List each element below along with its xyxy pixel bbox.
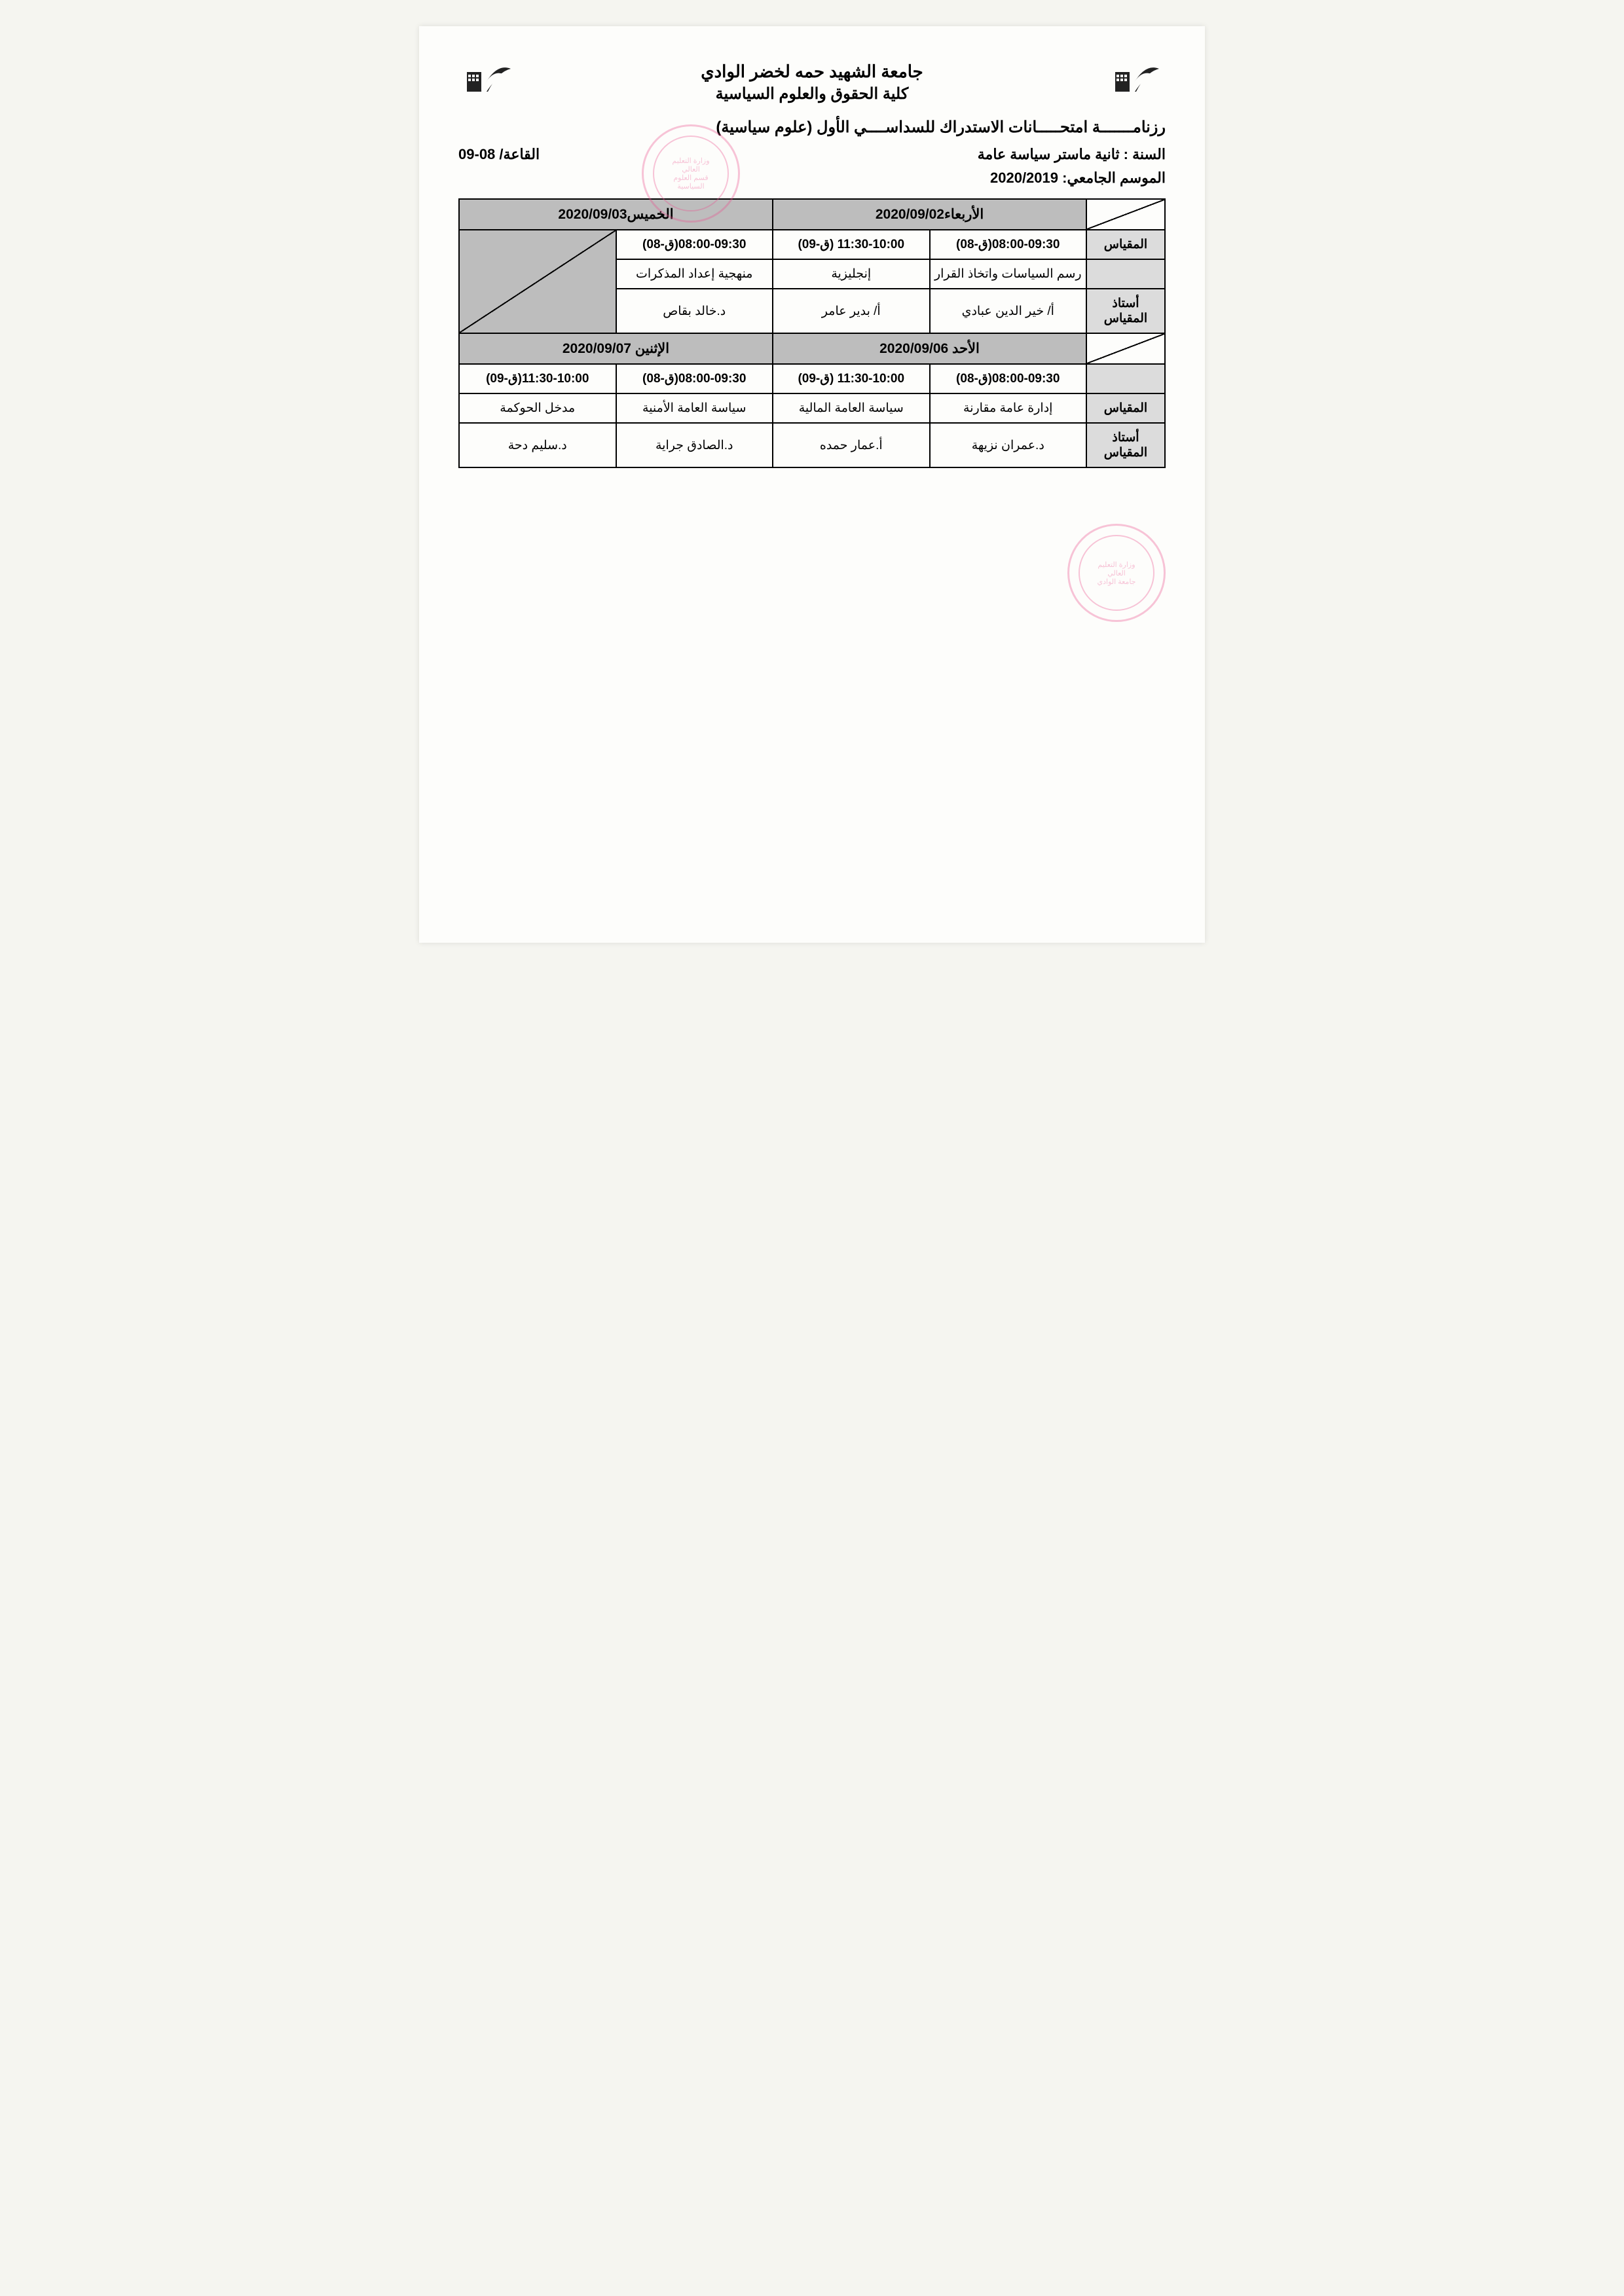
time-slot: 08:00-09:30(ق-08): [930, 230, 1087, 259]
time-slot: 11:30-10:00(ق-09): [459, 364, 616, 393]
table-row: المقياس إدارة عامة مقارنة سياسة العامة ا…: [459, 393, 1165, 423]
prof-cell: أ.عمار حمده: [773, 423, 930, 467]
year-label: السنة : ثانية ماستر سياسة عامة: [978, 146, 1166, 163]
prof-label: أستاذ المقياس: [1086, 423, 1165, 467]
table-row: الأحد 2020/09/06 الإثنين 2020/09/07: [459, 333, 1165, 364]
module-label: [1086, 364, 1165, 393]
empty-shaded-cell: [459, 230, 616, 333]
prof-cell: أ/ خير الدين عبادي: [930, 289, 1087, 333]
university-logo-icon: [1110, 59, 1162, 95]
room-label: القاعة/ 08-09: [458, 146, 540, 163]
module-cell: مدخل الحوكمة: [459, 393, 616, 423]
diag-cell: [1086, 199, 1165, 230]
table-row: 08:00-09:30(ق-08) 11:30-10:00 (ق-09) 08:…: [459, 364, 1165, 393]
table-row: المقياس 08:00-09:30(ق-08) 11:30-10:00 (ق…: [459, 230, 1165, 259]
prof-cell: د.خالد بقاص: [616, 289, 773, 333]
module-label: المقياس: [1086, 230, 1165, 259]
time-slot: 08:00-09:30(ق-08): [616, 230, 773, 259]
module-cell: إنجليزية: [773, 259, 930, 289]
logo-left: [1107, 59, 1166, 105]
module-label: [1086, 259, 1165, 289]
day-header: الأربعاء2020/09/02: [773, 199, 1086, 230]
page: جامعة الشهيد حمه لخضر الوادي كلية الحقوق…: [419, 26, 1205, 943]
faculty-name: كلية الحقوق والعلوم السياسية: [524, 84, 1100, 103]
header-row: جامعة الشهيد حمه لخضر الوادي كلية الحقوق…: [458, 59, 1166, 106]
module-cell: إدارة عامة مقارنة: [930, 393, 1087, 423]
module-cell: سياسة العامة الأمنية: [616, 393, 773, 423]
module-cell: سياسة العامة المالية: [773, 393, 930, 423]
prof-cell: د.سليم دحة: [459, 423, 616, 467]
season-label: الموسم الجامعي:: [1062, 170, 1166, 186]
day-header: الأحد 2020/09/06: [773, 333, 1086, 364]
season-row: الموسم الجامعي: 2020/2019: [458, 170, 1166, 187]
prof-cell: د.عمران نزيهة: [930, 423, 1087, 467]
day-header: الإثنين 2020/09/07: [459, 333, 773, 364]
university-logo-icon: [462, 59, 514, 95]
stamp-text: وزارة التعليم العاليجامعة الوادي: [1069, 526, 1164, 620]
table-row: أستاذ المقياس د.عمران نزيهة أ.عمار حمده …: [459, 423, 1165, 467]
time-slot: 08:00-09:30(ق-08): [616, 364, 773, 393]
prof-cell: د.الصادق جراية: [616, 423, 773, 467]
logo-right: [458, 59, 517, 105]
module-label: المقياس: [1086, 393, 1165, 423]
module-cell: رسم السياسات واتخاذ القرار: [930, 259, 1087, 289]
document-title: رزنامـــــــة امتحـــــانات الاستدراك لل…: [458, 118, 1166, 137]
table-row: الأربعاء2020/09/02 الخميس2020/09/03: [459, 199, 1165, 230]
prof-label: أستاذ المقياس: [1086, 289, 1165, 333]
day-header: الخميس2020/09/03: [459, 199, 773, 230]
season-value: 2020/2019: [990, 170, 1058, 186]
schedule-table: الأربعاء2020/09/02 الخميس2020/09/03 المق…: [458, 198, 1166, 468]
time-slot: 11:30-10:00 (ق-09): [773, 364, 930, 393]
time-slot: 11:30-10:00 (ق-09): [773, 230, 930, 259]
university-name: جامعة الشهيد حمه لخضر الوادي: [524, 62, 1100, 82]
meta-row: السنة : ثانية ماستر سياسة عامة القاعة/ 0…: [458, 146, 1166, 163]
diag-cell: [1086, 333, 1165, 364]
time-slot: 08:00-09:30(ق-08): [930, 364, 1087, 393]
module-cell: منهجية إعداد المذكرات: [616, 259, 773, 289]
official-stamp-icon: وزارة التعليم العاليجامعة الوادي: [1067, 524, 1166, 622]
prof-cell: أ/ بدير عامر: [773, 289, 930, 333]
header-titles: جامعة الشهيد حمه لخضر الوادي كلية الحقوق…: [517, 59, 1107, 106]
